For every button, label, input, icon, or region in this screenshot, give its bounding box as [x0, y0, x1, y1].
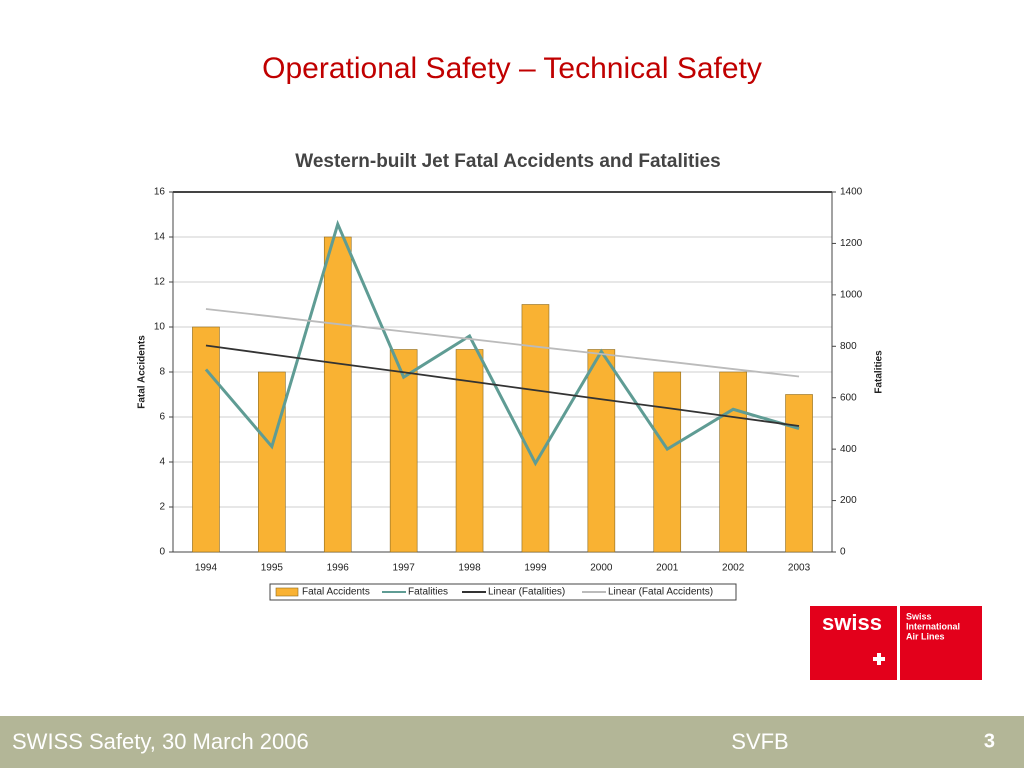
legend-label: Linear (Fatal Accidents)	[608, 587, 713, 598]
bar	[192, 326, 220, 553]
footer-bar	[0, 716, 1024, 768]
x-tick-label: 2002	[722, 563, 745, 574]
chart-title: Western-built Jet Fatal Accidents and Fa…	[295, 151, 721, 172]
line	[205, 344, 800, 427]
y2-tick-label: 200	[840, 495, 857, 506]
bar	[389, 349, 418, 553]
page-number: 3	[984, 730, 995, 752]
bar	[719, 371, 747, 553]
bar	[587, 349, 616, 553]
y2-tick-label: 600	[840, 392, 857, 403]
footer-center: SVFB	[731, 729, 788, 754]
bar	[323, 236, 352, 553]
x-tick-label: 1996	[327, 563, 350, 574]
legend-label: Fatalities	[408, 587, 448, 598]
y-tick-label: 10	[154, 322, 166, 333]
bar	[258, 371, 286, 553]
x-tick-label: 2003	[788, 563, 811, 574]
x-tick-label: 2001	[656, 563, 679, 574]
y-tick-label: 2	[159, 502, 165, 513]
x-tick-label: 1998	[458, 563, 481, 574]
legend-box	[269, 583, 737, 601]
x-tick-label: 1995	[261, 563, 284, 574]
x-tick-label: 1994	[195, 563, 218, 574]
y-axis-label: Fatal Accidents	[137, 335, 148, 409]
logo-side	[900, 606, 982, 680]
logo-red	[810, 606, 897, 680]
y-tick-label: 0	[159, 547, 165, 558]
y2-tick-label: 0	[840, 547, 846, 558]
legend-label: Linear (Fatalities)	[488, 587, 565, 598]
line	[205, 308, 800, 378]
logo-text: Swiss	[906, 611, 932, 621]
bar	[521, 304, 550, 553]
bar	[785, 394, 813, 553]
logo-text: International	[906, 621, 960, 631]
slide-title: Operational Safety – Technical Safety	[262, 52, 762, 85]
legend-swatch	[275, 587, 299, 597]
y2-tick-label: 1400	[840, 187, 863, 198]
logo-brand: swiss	[822, 610, 882, 635]
x-tick-label: 2000	[590, 563, 613, 574]
bar	[653, 371, 682, 553]
y-tick-label: 6	[159, 412, 165, 423]
y2-tick-label: 800	[840, 341, 857, 352]
y-tick-label: 12	[154, 277, 166, 288]
logo-text: Air Lines	[906, 631, 945, 641]
y2-axis-label: Fatalities	[874, 350, 885, 394]
y-tick-label: 4	[159, 457, 165, 468]
footer-left: SWISS Safety, 30 March 2006	[12, 729, 309, 754]
y2-tick-label: 400	[840, 444, 857, 455]
x-tick-label: 1999	[524, 563, 547, 574]
y-tick-label: 16	[154, 187, 166, 198]
x-tick-label: 1997	[393, 563, 416, 574]
y2-tick-label: 1200	[840, 238, 863, 249]
y-tick-label: 14	[154, 232, 166, 243]
y2-tick-label: 1000	[840, 289, 863, 300]
line	[204, 219, 800, 467]
y-tick-label: 8	[159, 367, 165, 378]
legend-label: Fatal Accidents	[302, 587, 370, 598]
logo-cross	[877, 653, 881, 665]
